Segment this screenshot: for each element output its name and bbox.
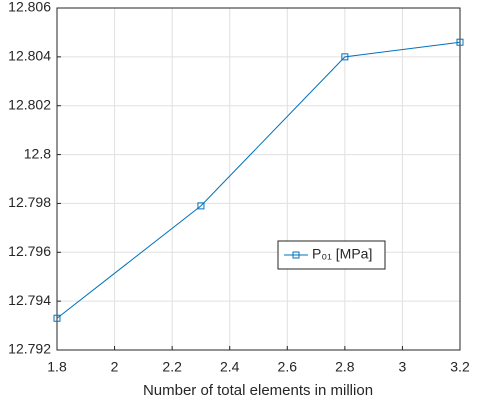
data-marker — [53, 314, 61, 322]
y-tick-label: 12.8 — [24, 145, 51, 161]
x-tick-label: 1.8 — [47, 359, 67, 375]
y-tick-label: 12.802 — [8, 96, 51, 112]
x-tick-label: 3.2 — [450, 359, 470, 375]
legend-marker — [292, 251, 300, 259]
y-tick-label: 12.792 — [8, 341, 51, 357]
data-line — [56, 41, 461, 319]
data-marker — [197, 202, 205, 210]
y-tick-label: 12.794 — [8, 292, 51, 308]
data-marker — [456, 38, 464, 46]
y-tick-label: 12.804 — [8, 48, 51, 64]
x-tick-label: 2 — [111, 359, 119, 375]
x-tick-label: 2.6 — [278, 359, 298, 375]
y-tick-label: 12.796 — [8, 243, 51, 259]
y-tick-label: 12.798 — [8, 194, 51, 210]
axes-box — [56, 7, 461, 351]
x-tick-label: 2.8 — [335, 359, 355, 375]
x-tick-label: 3 — [399, 359, 407, 375]
legend: P₀₁ [MPa] — [277, 240, 386, 270]
legend-label: P₀₁ [MPa] — [312, 246, 372, 262]
y-tick-label: 12.806 — [8, 0, 51, 15]
data-marker — [341, 53, 349, 61]
x-axis-label: Number of total elements in million — [143, 382, 373, 399]
x-tick-label: 2.2 — [162, 359, 182, 375]
x-tick-label: 2.4 — [220, 359, 240, 375]
